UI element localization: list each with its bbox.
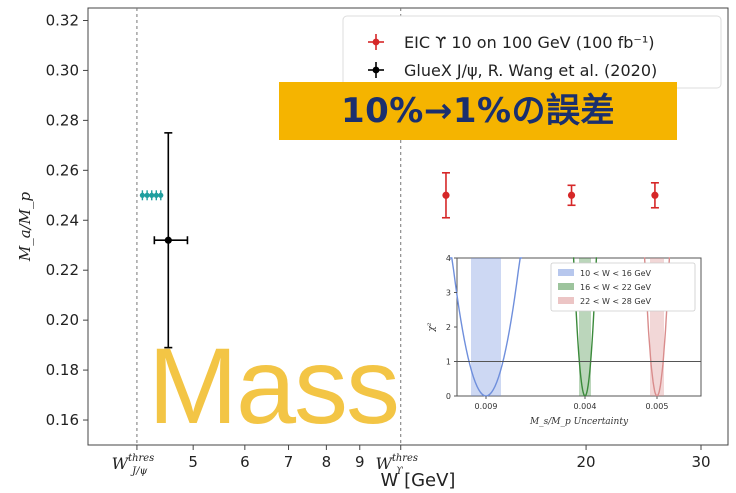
y-tick-label: 0.24	[46, 211, 79, 229]
x-tick-label: 20	[577, 453, 596, 471]
inset-y-axis-label: χ²	[427, 322, 437, 332]
inset-legend-swatch	[558, 269, 574, 276]
y-tick-label: 0.16	[46, 411, 79, 429]
legend-label: GlueX J/ψ, R. Wang et al. (2020)	[404, 61, 657, 80]
y-tick-label: 0.18	[46, 361, 79, 379]
x-tick-label: 9	[355, 453, 365, 471]
x-axis-label: W [GeV]	[381, 470, 456, 491]
x-tick-label: 30	[691, 453, 710, 471]
mass-watermark: Mass	[148, 325, 400, 446]
x-tick-label: 6	[240, 453, 250, 471]
inset-legend-label: 10 < W < 16 GeV	[580, 269, 652, 278]
inset-legend-swatch	[558, 283, 574, 290]
inset-legend: 10 < W < 16 GeV 16 < W < 22 GeV 22 < W < 2…	[550, 262, 696, 312]
x-tick-label: 8	[322, 453, 332, 471]
legend-label: EIC ϒ 10 on 100 GeV (100 fb⁻¹)	[404, 33, 654, 52]
x-tick-label: Wthres ϒ	[375, 453, 418, 477]
data-point	[651, 191, 659, 199]
inset-x-tick-label: 0.009	[475, 402, 498, 411]
inset-legend-swatch	[558, 297, 574, 304]
inset-legend-label: 22 < W < 28 GeV	[580, 297, 652, 306]
y-tick-label: 0.28	[46, 111, 79, 129]
inset-legend-box	[550, 262, 696, 312]
y-tick-label: 0.22	[46, 261, 79, 279]
inset-y-tick-label: 1	[446, 358, 451, 367]
legend-marker	[372, 66, 380, 74]
y-tick-label: 0.30	[46, 61, 79, 79]
x-tick-label: 5	[188, 453, 198, 471]
x-tick-label: Wthres J/ψ	[112, 453, 155, 477]
inset-x-tick-label: 0.004	[574, 402, 597, 411]
y-axis-label: M_a/M_p	[16, 191, 34, 262]
inset-legend-label: 16 < W < 22 GeV	[580, 283, 652, 292]
y-tick-label: 0.20	[46, 311, 79, 329]
inset-band	[471, 258, 501, 396]
inset-x-axis-label: M_s/M_p Uncertainty	[529, 417, 629, 427]
x-tick-label: 7	[284, 453, 294, 471]
inset-y-tick-label: 0	[446, 392, 451, 401]
data-point	[164, 236, 172, 244]
inset-y-tick-label: 4	[446, 254, 451, 263]
data-point	[567, 191, 576, 199]
legend: EIC ϒ 10 on 100 GeV (100 fb⁻¹) GlueX J/ψ,…	[342, 15, 722, 89]
legend-marker	[372, 38, 380, 46]
inset-y-tick-label: 3	[446, 289, 451, 298]
data-point	[442, 191, 450, 199]
inset-x-tick-label: 0.005	[646, 402, 669, 411]
inset-y-tick-label: 2	[446, 323, 451, 332]
y-tick-label: 0.26	[46, 161, 79, 179]
y-tick-label: 0.32	[46, 11, 79, 29]
error-banner: 10%→1%の誤差	[279, 82, 677, 140]
